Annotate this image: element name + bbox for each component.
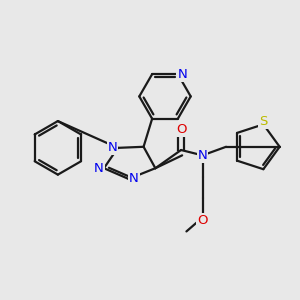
Text: O: O bbox=[197, 214, 208, 227]
Text: S: S bbox=[259, 115, 268, 128]
Text: N: N bbox=[129, 172, 139, 185]
Text: N: N bbox=[108, 141, 117, 154]
Text: O: O bbox=[176, 123, 186, 136]
Text: N: N bbox=[94, 162, 103, 175]
Text: N: N bbox=[177, 68, 187, 81]
Text: N: N bbox=[198, 149, 207, 162]
